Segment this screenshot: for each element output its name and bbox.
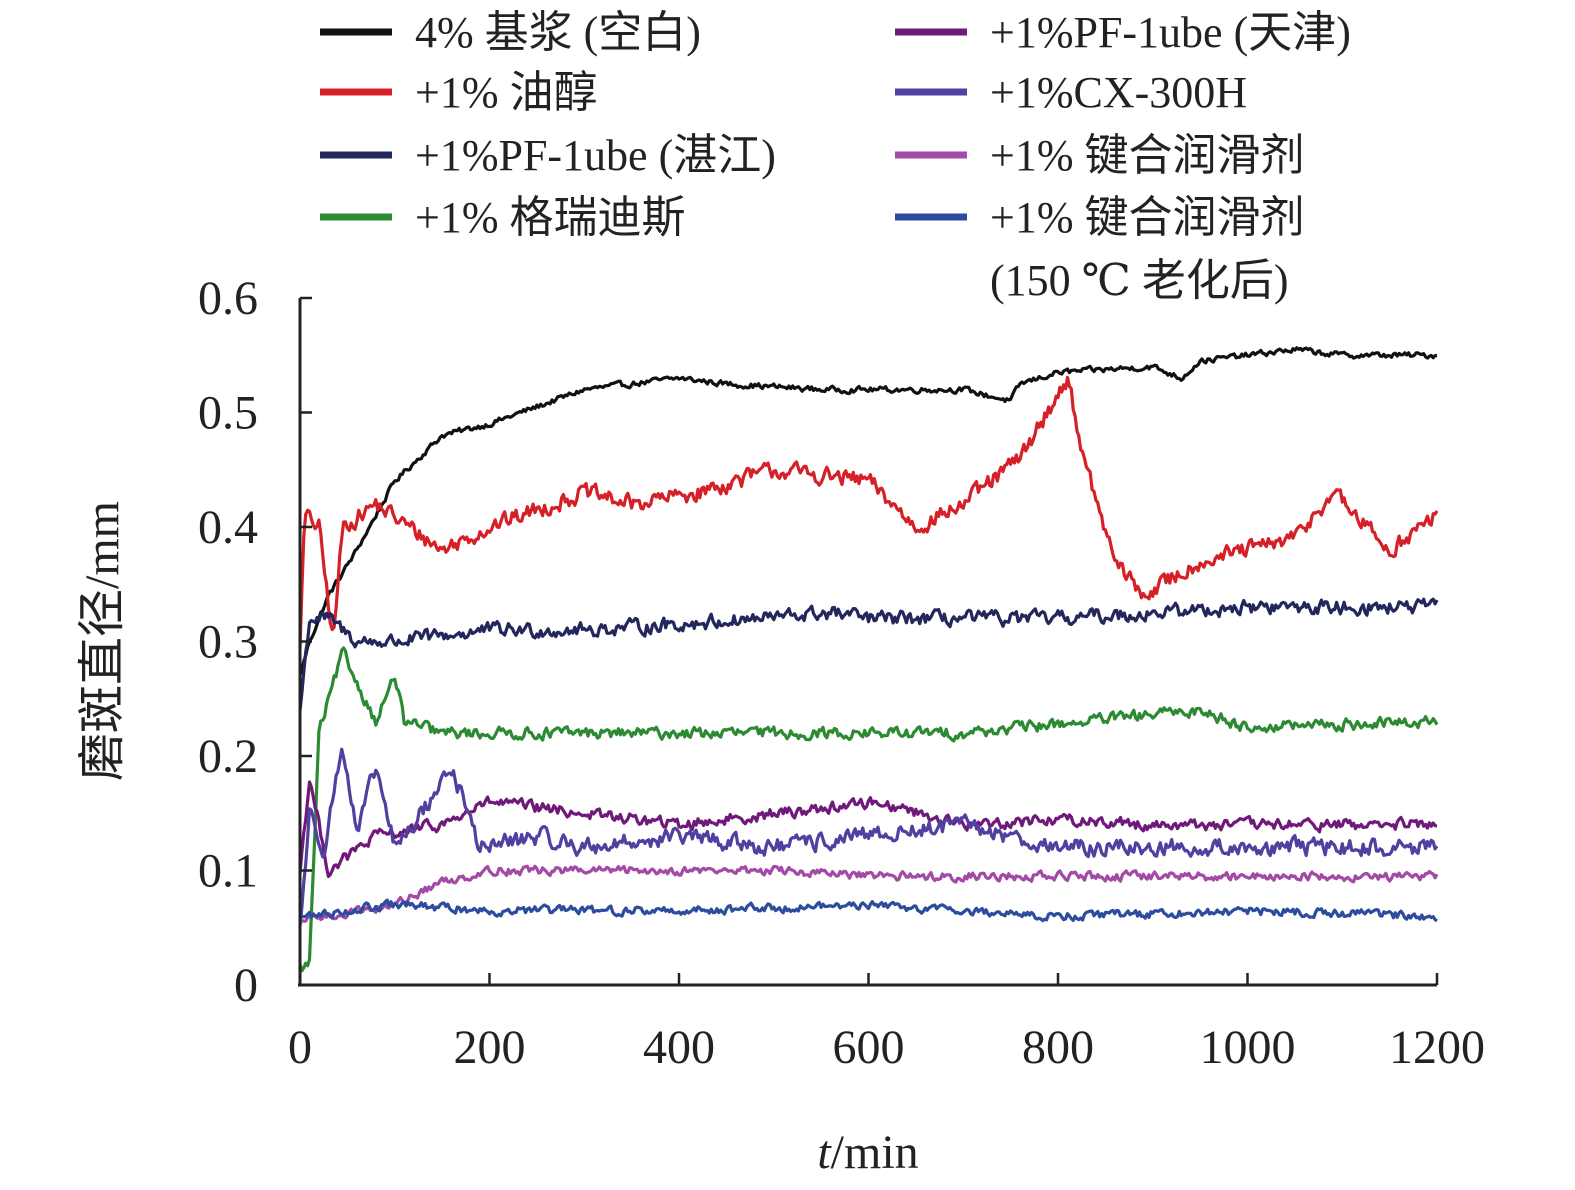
- tick-marks: [298, 296, 1439, 987]
- axes: [298, 298, 1437, 987]
- x-axis-title-var: t: [817, 1126, 832, 1179]
- series-line-8: [299, 898, 1438, 923]
- legend-entry-6: +1%CX-300H: [895, 68, 1247, 117]
- series-line-4: [298, 646, 1439, 973]
- y-tick-label: 0: [234, 959, 258, 1012]
- y-axis-title: 磨斑直径/mm: [76, 501, 129, 781]
- y-tick-label: 0.5: [198, 387, 258, 440]
- legend-entry-5: +1%PF-1ube (天津): [895, 8, 1351, 57]
- legend: 4% 基浆 (空白) +1% 油醇 +1%PF-1ube (湛江) +1% 格瑞迪斯 +…: [320, 8, 1351, 305]
- x-tick-label: 200: [454, 1021, 526, 1074]
- x-tick-label: 1200: [1389, 1021, 1485, 1074]
- legend-label: +1% 油醇: [415, 68, 597, 117]
- x-axis-title: t/min: [817, 1126, 918, 1179]
- y-tick-label: 0.2: [198, 730, 258, 783]
- legend-entry-7: +1% 键合润滑剂: [895, 131, 1304, 180]
- y-tick-label: 0.1: [198, 845, 258, 898]
- x-tick-label: 600: [833, 1021, 905, 1074]
- tick-labels: 0 200 400 600 800 1000 1200 0 0.1 0.2 0.3 0.4 0.5 0.6: [198, 272, 1485, 1074]
- x-tick-label: 400: [643, 1021, 715, 1074]
- legend-label: +1% 键合润滑剂: [990, 131, 1304, 180]
- series-line-5: [298, 780, 1438, 879]
- legend-entry-8: +1% 键合润滑剂 (150 ℃ 老化后): [895, 193, 1304, 305]
- x-tick-label: 1000: [1200, 1021, 1296, 1074]
- x-axis-title-unit: /min: [831, 1126, 919, 1179]
- legend-label: 4% 基浆 (空白): [415, 8, 701, 57]
- x-tick-label: 0: [288, 1021, 312, 1074]
- legend-entry-3: +1%PF-1ube (湛江): [320, 131, 776, 180]
- plot-area: [298, 346, 1439, 973]
- legend-entry-4: +1% 格瑞迪斯: [320, 193, 685, 242]
- legend-entry-2: +1% 油醇: [320, 68, 597, 117]
- series-line-6: [298, 747, 1439, 927]
- series-line-1: [298, 346, 1438, 676]
- legend-label: +1% 键合润滑剂: [990, 193, 1304, 242]
- series-line-7: [298, 864, 1439, 925]
- legend-label: +1%PF-1ube (天津): [990, 8, 1351, 57]
- series-line-2: [298, 375, 1439, 648]
- y-tick-label: 0.6: [198, 272, 258, 325]
- x-tick-label: 800: [1022, 1021, 1094, 1074]
- y-tick-label: 0.3: [198, 616, 258, 669]
- legend-label: +1%PF-1ube (湛江): [415, 131, 776, 180]
- legend-label: +1% 格瑞迪斯: [415, 193, 685, 242]
- y-tick-label: 0.4: [198, 501, 258, 554]
- series-line-3: [298, 597, 1439, 711]
- legend-label-line2: (150 ℃ 老化后): [990, 256, 1289, 305]
- legend-entry-1: 4% 基浆 (空白): [320, 8, 701, 57]
- legend-label: +1%CX-300H: [990, 68, 1247, 117]
